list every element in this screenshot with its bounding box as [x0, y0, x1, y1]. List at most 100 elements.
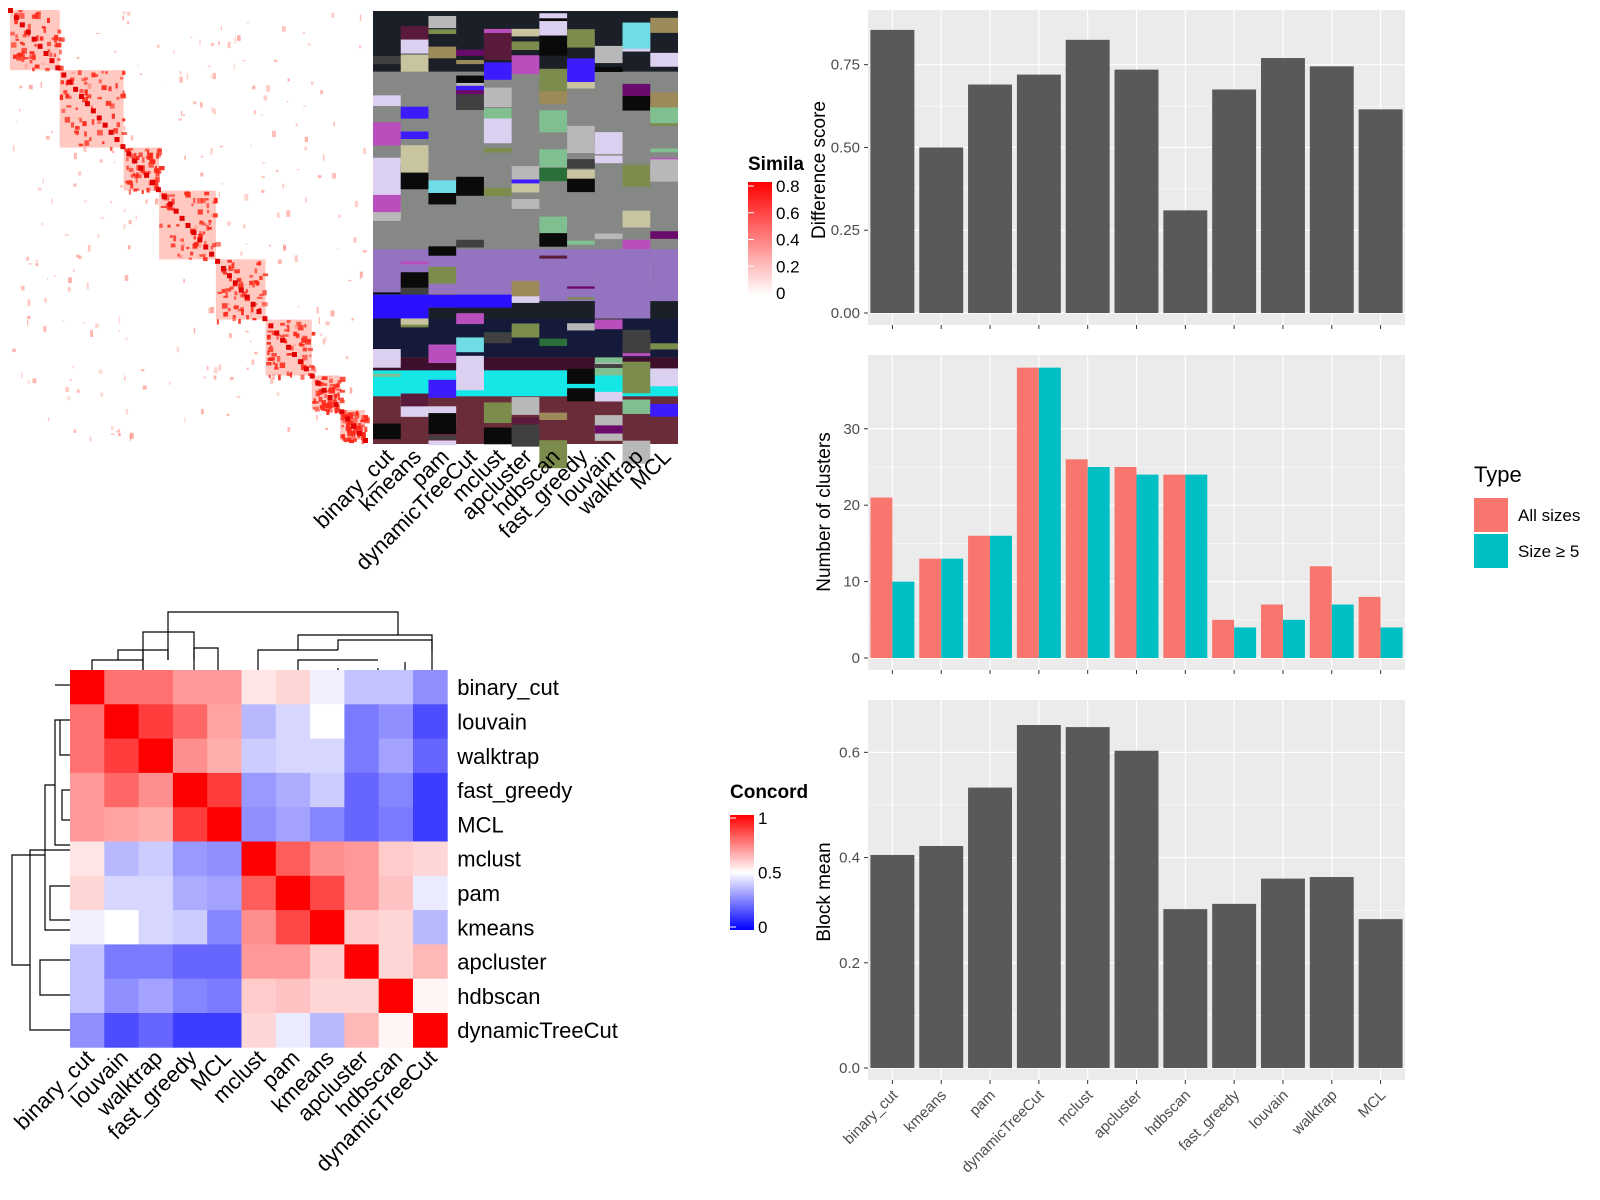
similarity-cell — [287, 326, 290, 332]
similarity-cell — [320, 90, 324, 95]
membership-cell — [567, 368, 595, 384]
concordance-cell — [241, 704, 277, 739]
similarity-cell — [273, 59, 278, 62]
similarity-cell — [55, 42, 62, 48]
similarity-cell — [225, 292, 228, 297]
similarity-cell — [294, 255, 298, 262]
similarity-cell — [20, 372, 23, 379]
concordance-cell — [104, 841, 139, 877]
similarity-diagonal-cell — [90, 108, 96, 114]
similarity-cell — [361, 439, 365, 445]
similarity-cell — [279, 362, 286, 369]
similarity-cell — [320, 333, 322, 337]
similarity-diagonal-cell — [43, 51, 49, 56]
similarity-cell — [83, 81, 88, 85]
similarity-cell — [100, 392, 104, 397]
membership-cell — [483, 148, 512, 153]
concordance-cell — [207, 772, 242, 808]
similarity-cell — [149, 159, 156, 164]
similarity-cell — [286, 353, 293, 356]
similarity-cell — [32, 67, 35, 72]
similarity-cell — [221, 303, 228, 309]
similarity-cell — [91, 72, 96, 78]
similarity-cell — [233, 296, 237, 300]
similarity-cell — [359, 14, 362, 21]
similarity-cell — [266, 85, 271, 92]
concordance-row-label: MCL — [457, 812, 503, 837]
membership-cell — [373, 294, 429, 319]
similarity-diagonal-cell — [144, 172, 150, 178]
similarity-cell — [271, 330, 276, 336]
similarity-cell — [46, 17, 51, 24]
membership-cell — [511, 397, 540, 415]
similarity-cell — [154, 183, 159, 189]
similarity-cell — [73, 429, 77, 433]
similarity-cell — [249, 340, 252, 343]
similarity-cell — [130, 135, 134, 141]
similarity-diagonal-cell — [280, 337, 286, 343]
similarity-cell — [63, 90, 68, 95]
bar-all-sizes — [1016, 367, 1039, 658]
similarity-cell — [325, 336, 327, 343]
concordance-cell — [310, 841, 345, 877]
similarity-cell — [333, 384, 339, 389]
similarity-cell — [254, 352, 258, 355]
similarity-cell — [27, 23, 31, 30]
similarity-cell — [326, 409, 330, 415]
similarity-cell — [169, 194, 176, 197]
concordance-cell — [275, 807, 311, 842]
similarity-cell — [357, 434, 361, 439]
similarity-cell — [304, 146, 307, 151]
similarity-cell — [54, 44, 57, 47]
concordance-cell — [310, 670, 345, 705]
similarity-diagonal-cell — [215, 258, 221, 264]
similarity-cell — [202, 253, 205, 256]
similarity-cell — [283, 339, 287, 343]
concordance-cell — [104, 670, 139, 705]
similarity-diagonal-cell — [73, 86, 79, 92]
similarity-cell — [257, 261, 262, 266]
similarity-diagonal-cell — [79, 94, 84, 99]
similarity-cell — [300, 364, 307, 370]
similarity-cell — [349, 387, 353, 394]
similarity-cell — [312, 401, 317, 404]
similarity-cell — [21, 42, 25, 46]
concordance-cell — [241, 841, 277, 877]
similarity-cell — [51, 37, 56, 41]
concordance-cell — [413, 738, 448, 774]
similarity-cell — [220, 26, 223, 31]
similarity-cell — [298, 342, 303, 346]
concordance-cell — [138, 807, 174, 842]
x-category-label: dynamicTreeCut — [958, 1086, 1048, 1176]
similarity-cell — [202, 223, 207, 226]
similarity-cell — [197, 209, 203, 215]
concordance-cell — [275, 841, 311, 877]
similarity-cell — [61, 108, 66, 113]
similarity-cell — [70, 379, 72, 382]
concordance-cell — [241, 944, 277, 980]
similarity-cell — [337, 397, 344, 401]
similarity-cell — [236, 306, 239, 313]
concordance-cell — [172, 944, 208, 980]
concordance-cell — [310, 1013, 345, 1048]
similarity-cell — [176, 224, 180, 227]
similarity-cell — [142, 385, 147, 390]
similarity-cell — [224, 311, 229, 317]
membership-cell — [428, 192, 457, 205]
concordance-cell — [310, 978, 345, 1014]
similarity-cell — [168, 381, 171, 385]
similarity-diagonal-cell — [61, 72, 67, 78]
similarity-cell — [297, 324, 304, 331]
concordance-cell — [344, 841, 380, 877]
similarity-cell — [256, 296, 263, 299]
bar-size-ge5 — [941, 558, 964, 658]
similarity-cell — [268, 374, 271, 378]
membership-cell — [400, 106, 429, 119]
similarity-cell — [208, 307, 213, 314]
similarity-cell — [326, 402, 332, 409]
similarity-diagonal-cell — [221, 266, 226, 271]
similarity-diagonal-cell — [268, 323, 274, 329]
similarity-cell — [343, 437, 347, 443]
similarity-cell — [284, 328, 288, 332]
